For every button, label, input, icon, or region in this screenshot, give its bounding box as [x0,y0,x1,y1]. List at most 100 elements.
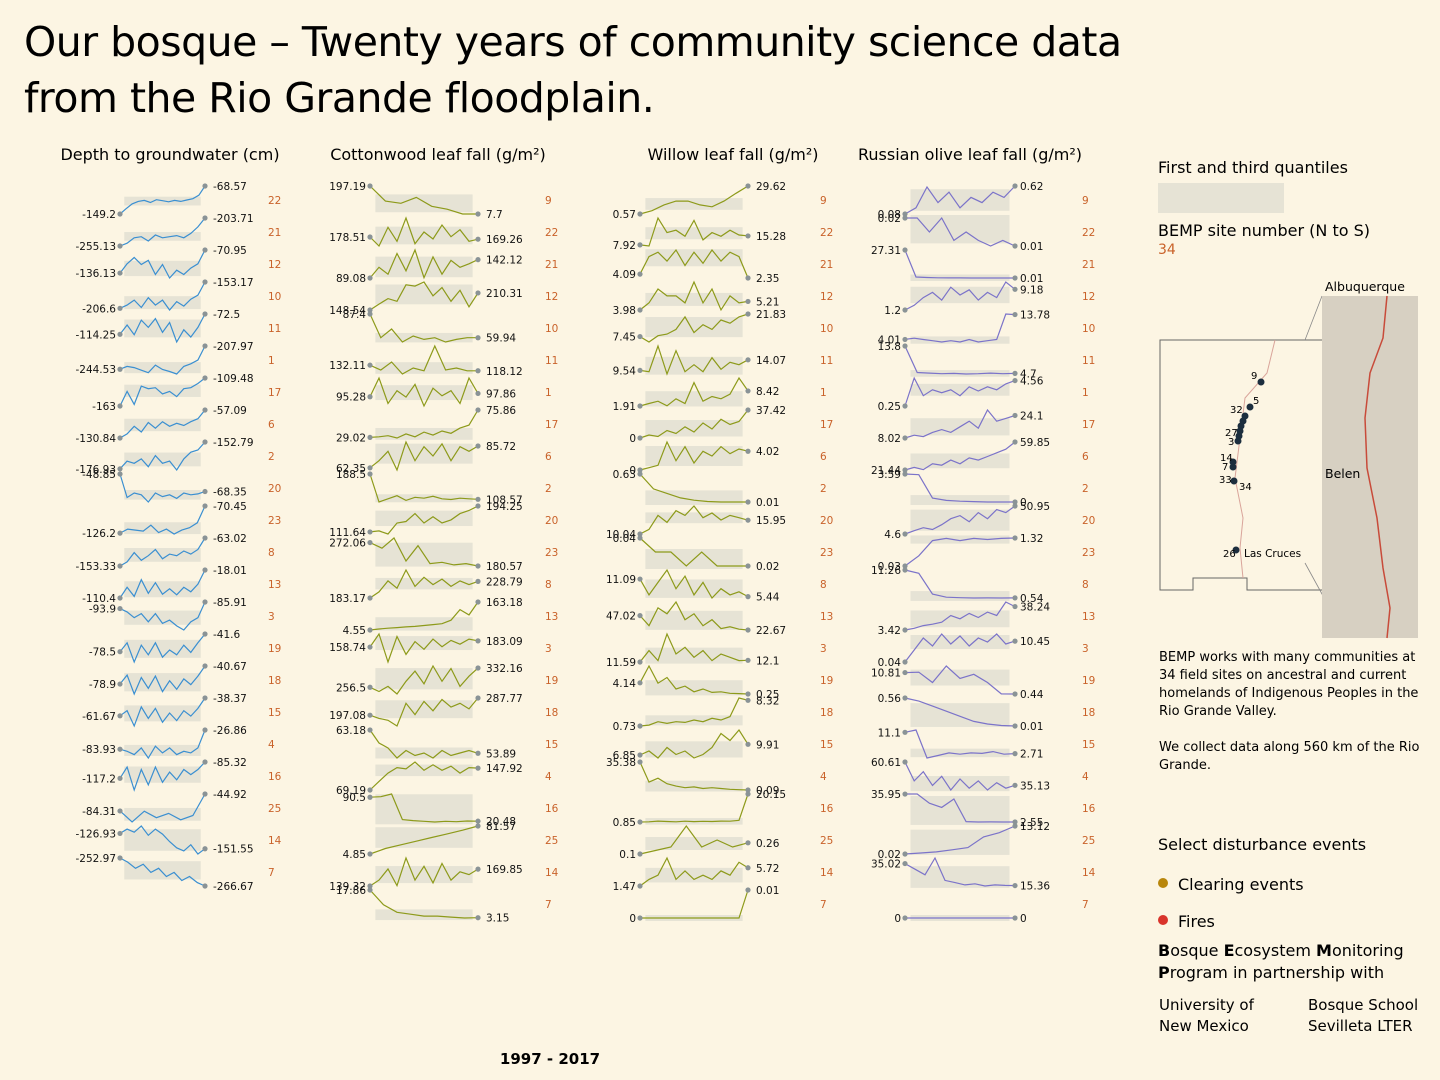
series-end-point [475,368,481,374]
start-value-label: 8.02 [878,433,901,445]
start-value-label: 1.47 [613,881,636,893]
quantile-band [910,336,1010,344]
series-start-point [637,242,643,248]
end-value-label: -18.01 [213,565,247,577]
disturbance-title: Select disturbance events [1158,835,1367,854]
clearing-events-toggle[interactable]: Clearing events [1158,875,1304,894]
end-value-label: 81.57 [486,821,516,833]
series-start-point [117,270,123,276]
start-value-label: 87.4 [343,309,367,321]
series-end-point [475,236,481,242]
end-value-label: 38.24 [1020,602,1050,614]
site-number-label: 13 [268,579,281,591]
series-line [904,601,1016,631]
start-value-label: 60.61 [871,757,901,769]
quantile-band [910,509,1010,531]
start-value-label: 11.09 [606,574,636,586]
start-value-label: 4.6 [884,529,901,541]
site-number-label: 19 [268,643,281,655]
end-value-label: -153.17 [213,277,254,289]
end-value-label: 0 [1020,497,1027,509]
site-number-label: 21 [268,227,281,239]
series-line [369,216,479,248]
series-start-point [117,403,123,409]
quantile-band [645,249,743,267]
series-line [369,632,479,664]
series-end-point [202,883,208,889]
series-end-point [1012,370,1018,376]
site-number-label: 21 [1082,259,1095,271]
quantile-band [910,635,1010,650]
site-number-label: 9 [545,195,552,207]
start-value-label: 9.54 [613,365,637,377]
start-value-label: 183.17 [329,593,366,605]
site-number-label: 9 [1082,195,1089,207]
series-start-point [637,819,643,825]
series-start-point [637,576,643,582]
clearing-events-label: Clearing events [1178,875,1304,894]
site-number-label: 18 [820,707,833,719]
end-value-label: 142.12 [486,255,523,267]
quantile-band [124,829,201,851]
series-start-point [902,336,908,343]
site-number-label: 19 [820,675,833,687]
quantile-band [645,227,743,240]
end-value-label: 228.79 [486,576,523,588]
series-start-point [367,712,373,718]
end-value-label: -151.55 [213,844,254,856]
series-end-point [202,488,208,495]
series-end-point [1012,499,1018,505]
start-value-label: 11.26 [871,565,901,577]
series-start-point [117,649,123,655]
series-start-point [367,529,373,535]
map-site-label: 14 [1220,453,1233,464]
series-line [640,889,749,919]
end-value-label: 332.16 [486,663,523,675]
series-end-point [1012,377,1018,384]
series-line [119,505,206,535]
series-line [119,601,206,631]
quantile-band [910,453,1010,469]
series-line [904,473,1015,503]
quantile-band [124,861,201,880]
site-legend-title: BEMP site number (N to S) [1158,221,1370,240]
quantile-band [645,579,743,598]
end-value-label: 15.36 [1020,881,1050,893]
site-number-label: 3 [268,611,275,623]
series-line [639,824,749,855]
fires-toggle[interactable]: Fires [1158,912,1215,931]
series-line [639,248,749,279]
quantile-band [645,780,743,792]
series-end-point [745,499,751,505]
series-line [904,376,1016,407]
series-start-point [117,471,123,477]
site-number-label: 4 [820,771,827,783]
series-start-point [117,595,123,601]
series-start-point [902,563,908,569]
start-value-label: -117.2 [82,773,116,785]
map-site-label: 3 [1228,437,1234,448]
quantile-band [124,490,201,500]
start-value-label: -153.33 [75,561,116,573]
series-start-point [902,627,908,633]
series-line [369,729,479,759]
series-start-point [367,275,373,281]
start-value-label: 0.25 [878,401,901,413]
quantile-band [375,794,473,825]
start-value-label: 35.38 [606,757,636,769]
series-line [369,601,479,631]
start-value-label: 4.14 [613,678,637,690]
small-multiples-chart: Depth to groundwater (cm)-149.2-68.5722-… [60,145,1096,925]
series-start-point [637,915,643,921]
quantile-band [910,535,1010,544]
series-end-point [1012,823,1018,829]
site-number-label: 16 [1082,803,1096,815]
series-start-point [902,471,908,477]
site-number-label: 18 [268,675,281,687]
end-value-label: 5.72 [756,863,779,875]
quantile-band [124,296,201,310]
quantile-band [375,827,473,848]
series-end-point [1012,286,1018,292]
map-site-label: 5 [1253,396,1259,407]
quantile-band [910,591,1010,601]
